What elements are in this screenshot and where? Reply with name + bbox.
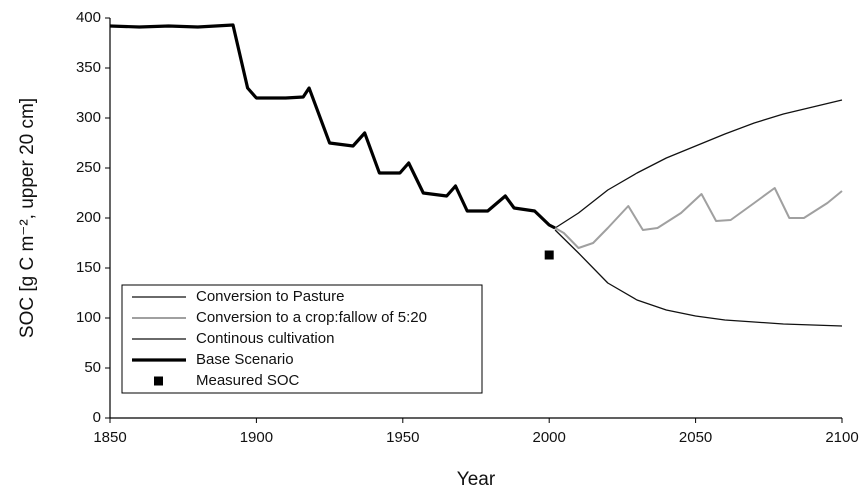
series-line — [554, 229, 843, 327]
x-tick-label: 2100 — [825, 429, 858, 446]
legend-box — [121, 284, 483, 394]
y-axis-title: SOC [g C m⁻², upper 20 cm] — [17, 98, 38, 338]
y-tick-label: 150 — [76, 259, 101, 276]
legend-label: Continous cultivation — [196, 330, 334, 347]
y-tick-label: 0 — [93, 409, 101, 426]
series-line — [554, 99, 843, 229]
legend-label: Conversion to a crop:fallow of 5:20 — [196, 309, 427, 326]
legend-label: Base Scenario — [196, 351, 294, 368]
marker — [544, 250, 554, 260]
series-line — [109, 23, 556, 230]
y-tick-label: 250 — [76, 159, 101, 176]
x-tick-label: 1950 — [386, 429, 419, 446]
x-axis-title: Year — [457, 469, 496, 490]
x-tick-label: 2000 — [533, 429, 566, 446]
series-line — [554, 187, 843, 249]
y-tick-label: 350 — [76, 59, 101, 76]
x-tick-label: 1850 — [93, 429, 126, 446]
y-tick-label: 200 — [76, 209, 101, 226]
y-tick-label: 300 — [76, 109, 101, 126]
y-tick-label: 400 — [76, 9, 101, 26]
legend-label: Conversion to Pasture — [196, 288, 344, 305]
legend-marker — [154, 376, 163, 386]
legend-label: Measured SOC — [196, 372, 300, 389]
y-tick-label: 100 — [76, 309, 101, 326]
x-tick-label: 1900 — [240, 429, 273, 446]
y-tick-label: 50 — [84, 359, 101, 376]
x-tick-label: 2050 — [679, 429, 712, 446]
